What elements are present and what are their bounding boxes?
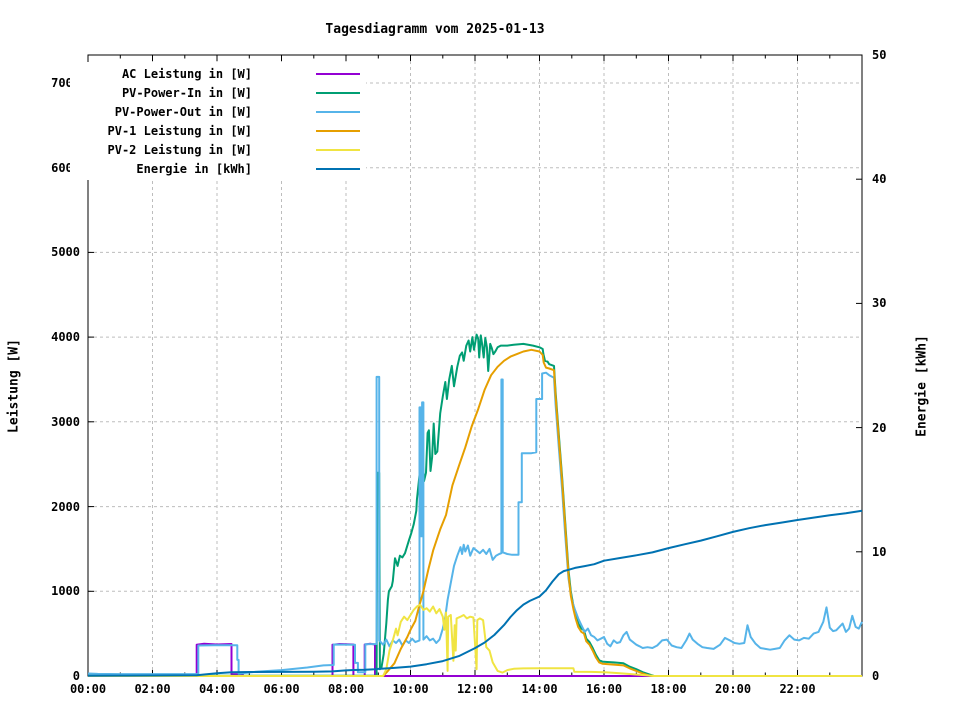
right-axis-tick-label: 10 [872, 544, 887, 559]
x-tick-label: 20:00 [714, 682, 752, 696]
right-axis-tick-label: 0 [872, 669, 880, 683]
left-axis-tick-label: 2000 [51, 499, 80, 514]
left-axis-tick-label: 4000 [51, 330, 80, 345]
left-axis-tick-label: 7000 [51, 75, 80, 90]
legend-line-sample [316, 110, 360, 113]
x-tick-label: 00:00 [69, 682, 107, 696]
left-axis-tick-label: 1000 [51, 584, 80, 599]
series-pv-power-out-in-w- [87, 371, 863, 676]
legend-line-sample [316, 129, 360, 132]
x-tick-label: 06:00 [263, 682, 300, 696]
legend-row: PV-Power-In in [W] [70, 83, 360, 102]
series-pv-2-leistung-in-w- [88, 603, 862, 677]
series-pv-power-in-in-w- [88, 333, 862, 677]
legend-label: PV-2 Leistung in [W] [107, 142, 253, 157]
right-axis-tick-label: 30 [872, 296, 887, 311]
legend-label: PV-Power-Out in [W] [114, 104, 252, 119]
left-axis-tick-label: 5000 [51, 245, 80, 260]
x-tick-label: 12:00 [456, 682, 494, 696]
x-tick-label: 22:00 [779, 682, 816, 696]
series-energie-in-kwh- [87, 509, 863, 677]
legend-line-sample [316, 148, 360, 151]
left-axis-tick-label: 6000 [51, 160, 80, 175]
chart-title: Tagesdiagramm vom 2025-01-13 [325, 22, 545, 37]
right-axis-tick-label: 20 [872, 420, 887, 435]
legend-label: PV-Power-In in [W] [121, 85, 252, 100]
legend-row: Energie in [kWh] [70, 159, 360, 178]
right-axis-title: Energie [kWh] [914, 335, 930, 437]
legend-row: PV-1 Leistung in [W] [70, 121, 360, 140]
legend: AC Leistung in [W] PV-Power-In in [W] PV-P… [70, 62, 366, 180]
x-tick-label: 16:00 [585, 682, 623, 696]
left-axis-tick-label: 3000 [51, 414, 80, 429]
legend-row: PV-Power-Out in [W] [70, 102, 360, 121]
legend-label: Energie in [kWh] [136, 161, 252, 176]
x-tick-label: 04:00 [198, 682, 236, 696]
x-tick-label: 14:00 [521, 682, 558, 696]
legend-label: PV-1 Leistung in [W] [107, 123, 253, 138]
left-axis-tick-label: 0 [72, 669, 80, 683]
series-pv-1-leistung-in-w- [88, 348, 862, 677]
legend-line-sample [316, 72, 360, 75]
right-axis-tick-label: 50 [872, 48, 887, 62]
legend-line-sample [316, 167, 360, 170]
legend-row: PV-2 Leistung in [W] [70, 140, 360, 159]
x-tick-label: 10:00 [392, 682, 429, 696]
right-axis-tick-label: 40 [872, 172, 887, 187]
x-tick-label: 18:00 [650, 682, 687, 696]
legend-line-sample [316, 91, 360, 94]
x-tick-label: 08:00 [327, 682, 365, 696]
legend-label: AC Leistung in [W] [121, 66, 252, 81]
legend-row: AC Leistung in [W] [70, 64, 360, 83]
x-tick-label: 02:00 [134, 682, 171, 696]
